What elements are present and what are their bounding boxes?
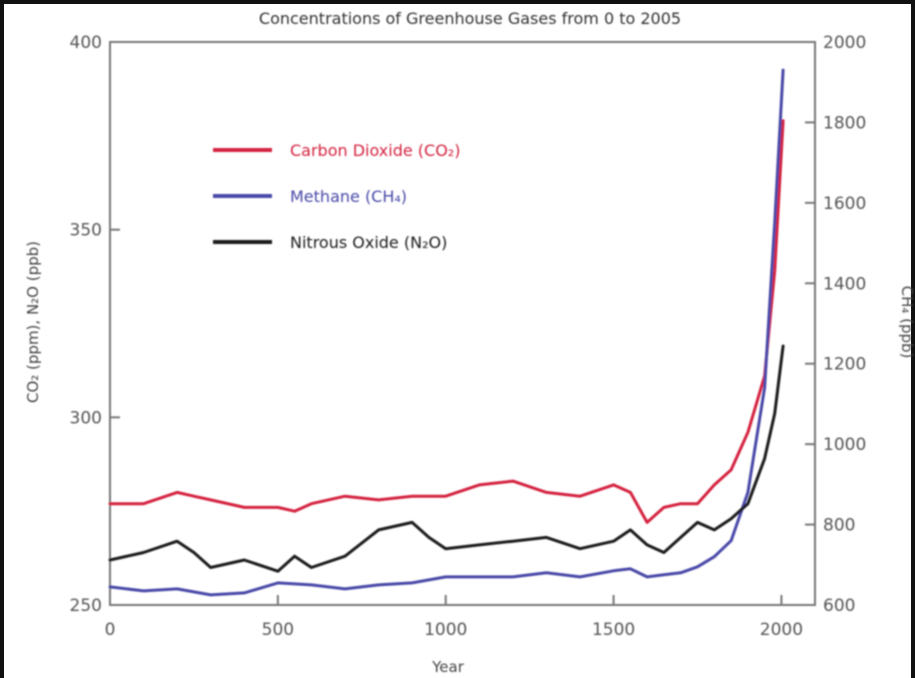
y-right-tick-label: 1000: [823, 435, 866, 455]
y-right-tick-label: 600: [823, 596, 855, 616]
y-right-tick-label: 800: [823, 516, 855, 536]
legend: Carbon Dioxide (CO₂) Methane (CH₄) Nitrous…: [213, 141, 460, 252]
y-left-tick-label: 300: [70, 408, 102, 428]
series-line-1: [108, 68, 785, 597]
series-line-0: [108, 119, 785, 524]
x-axis-title: Year: [431, 658, 465, 676]
chart-title: Concentrations of Greenhouse Gases from …: [259, 9, 681, 28]
y-left-tick-label: 400: [70, 33, 102, 53]
y-right-tick-label: 1600: [823, 194, 866, 214]
y-right-tick-label: 1800: [823, 113, 866, 133]
y-axis-left-title: CO₂ (ppm), N₂O (ppb): [24, 241, 42, 403]
x-tick-label: 2000: [760, 620, 803, 640]
y-axis-left: 250 300 350 400: [70, 33, 120, 616]
legend-label: Methane (CH₄): [290, 187, 407, 206]
plot-area-border: [109, 41, 816, 606]
x-axis: 0 500 1000 1500 2000: [105, 595, 803, 640]
y-right-tick-label: 2000: [823, 33, 866, 53]
legend-label: Carbon Dioxide (CO₂): [290, 141, 460, 160]
series-line-2: [108, 344, 785, 573]
x-tick-label: 500: [262, 620, 294, 640]
y-left-tick-label: 350: [70, 221, 102, 241]
x-tick-label: 1000: [424, 620, 467, 640]
y-axis-right: 600 800 1000 1200 1400 1600 1800 2000: [805, 33, 866, 616]
series-lines: [108, 68, 785, 597]
y-right-tick-label: 1400: [823, 274, 866, 294]
y-left-tick-label: 250: [70, 596, 102, 616]
x-tick-label: 1500: [592, 620, 635, 640]
x-tick-label: 0: [105, 620, 116, 640]
y-right-tick-label: 1200: [823, 355, 866, 375]
y-axis-right-title: CH₄ (ppb): [898, 286, 915, 359]
legend-label: Nitrous Oxide (N₂O): [290, 233, 447, 252]
